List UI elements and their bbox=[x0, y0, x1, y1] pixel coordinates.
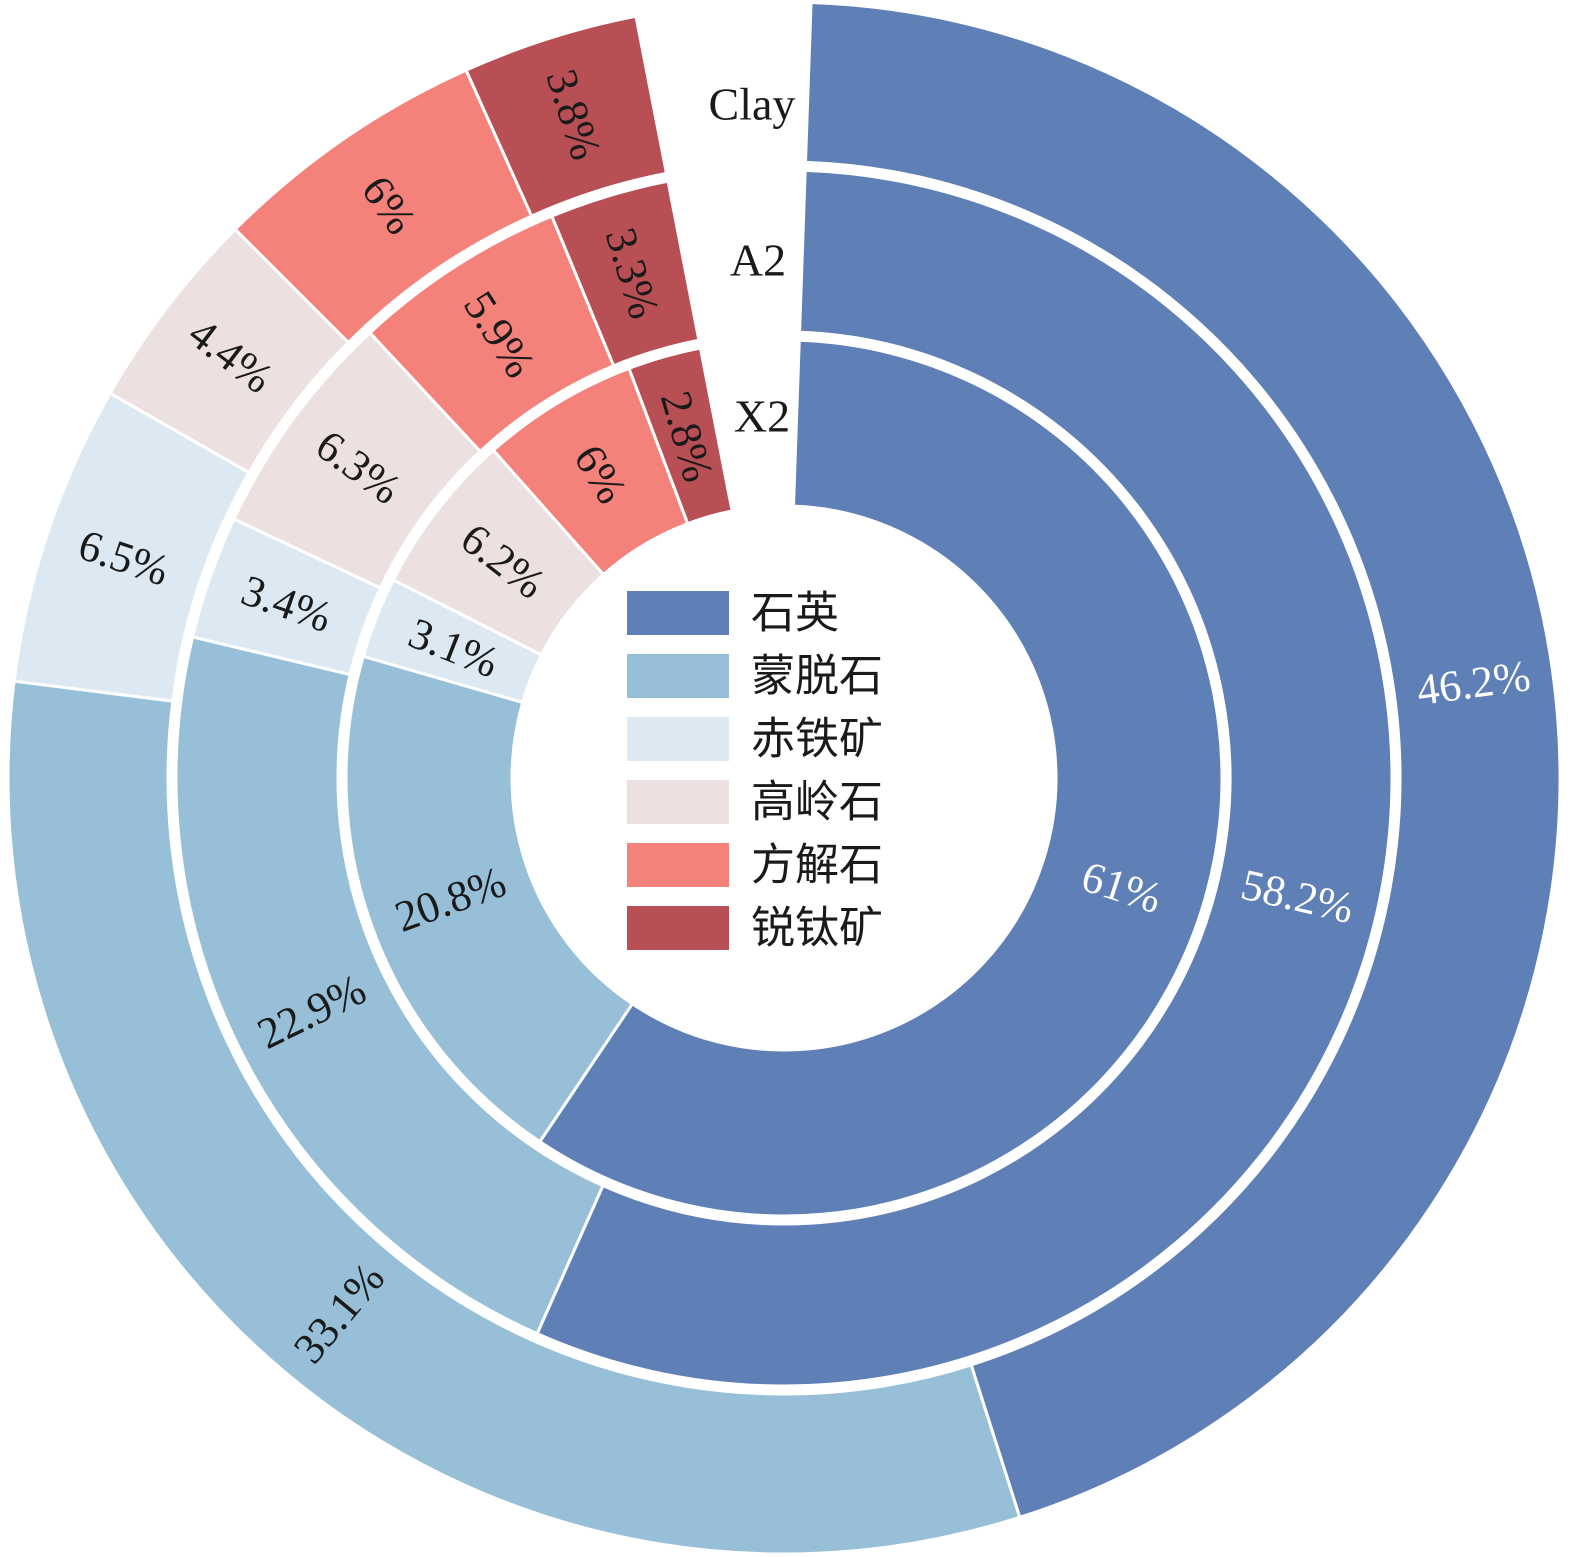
legend-label-4: 方解石 bbox=[751, 840, 883, 891]
legend-label-5: 锐钛矿 bbox=[751, 903, 883, 954]
legend-label-2: 赤铁矿 bbox=[751, 714, 883, 765]
legend-swatch-0 bbox=[627, 591, 729, 635]
slice-X2-5 bbox=[627, 346, 734, 526]
slice-A2-1 bbox=[174, 635, 605, 1336]
slice-Clay-1 bbox=[6, 679, 1022, 1556]
slices-layer bbox=[6, 0, 1562, 1556]
legend-swatch-1 bbox=[627, 654, 729, 698]
slice-A2-0 bbox=[535, 168, 1394, 1388]
legend-label-0: 石英 bbox=[751, 588, 839, 639]
ring-label-A2: A2 bbox=[730, 235, 786, 286]
legend-swatch-3 bbox=[627, 780, 729, 824]
legend-swatch-4 bbox=[627, 843, 729, 887]
slice-Clay-5 bbox=[464, 14, 669, 219]
legend-swatch-2 bbox=[627, 717, 729, 761]
legend-label-1: 蒙脱石 bbox=[751, 651, 883, 702]
slice-X2-1 bbox=[344, 654, 635, 1144]
ring-labels-layer: X2 A2 Clay bbox=[709, 79, 796, 442]
legend-swatch-5 bbox=[627, 906, 729, 950]
ring-label-X2: X2 bbox=[734, 391, 790, 442]
ring-label-Clay: Clay bbox=[709, 79, 796, 130]
legend-label-3: 高岭石 bbox=[751, 777, 883, 828]
slice-Clay-0 bbox=[803, 0, 1562, 1520]
slice-X2-0 bbox=[537, 338, 1224, 1218]
slice-A2-5 bbox=[549, 179, 701, 368]
